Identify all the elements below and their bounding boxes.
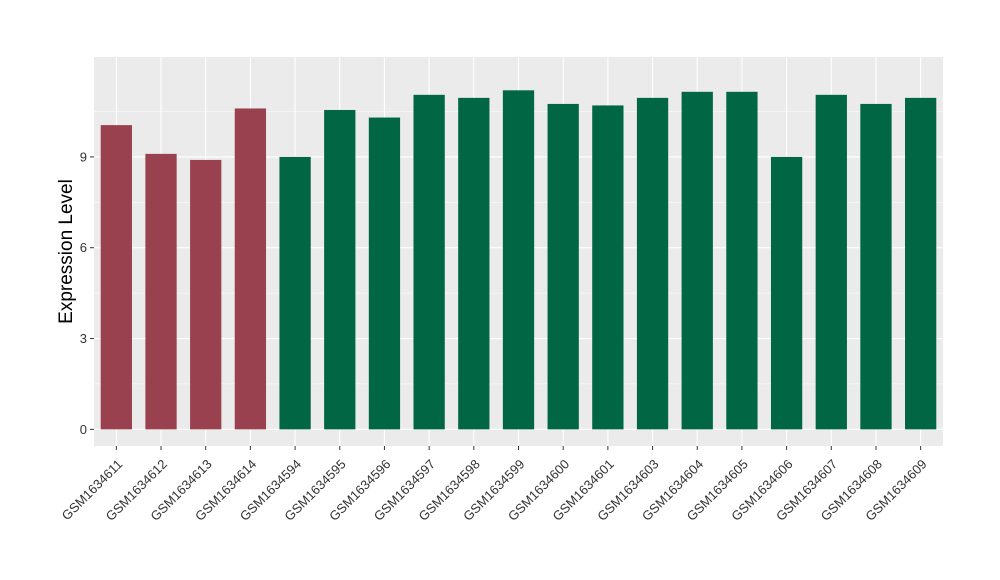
bar-GSM1634600 <box>547 103 579 430</box>
bar-GSM1634601 <box>592 105 624 430</box>
bar-GSM1634609 <box>905 97 937 430</box>
bar-GSM1634597 <box>413 94 445 430</box>
bar-GSM1634598 <box>458 97 490 430</box>
y-tick-label: 6 <box>80 240 87 255</box>
bar-GSM1634612 <box>145 153 177 430</box>
bar-GSM1634594 <box>279 156 311 430</box>
y-tick-label: 3 <box>80 331 87 346</box>
bar-GSM1634599 <box>502 90 535 430</box>
y-tick-label: 9 <box>80 149 87 164</box>
y-axis-title: Expression Level <box>56 179 77 324</box>
bars <box>100 90 937 430</box>
bar-GSM1634611 <box>100 125 132 430</box>
bar-GSM1634606 <box>770 156 803 430</box>
bar-GSM1634608 <box>860 103 892 430</box>
bar-GSM1634614 <box>234 108 267 430</box>
bar-GSM1634613 <box>190 159 222 430</box>
x-axis: GSM1634611GSM1634612GSM1634613GSM1634614… <box>59 446 930 524</box>
bar-GSM1634603 <box>636 97 669 430</box>
y-axis: 0 3 6 9 <box>80 149 94 437</box>
bar-GSM1634595 <box>324 109 356 430</box>
bar-GSM1634596 <box>368 117 401 430</box>
bar-GSM1634604 <box>681 91 713 430</box>
bar-GSM1634605 <box>726 91 758 430</box>
bar-GSM1634607 <box>815 94 847 430</box>
y-tick-label: 0 <box>80 422 87 437</box>
